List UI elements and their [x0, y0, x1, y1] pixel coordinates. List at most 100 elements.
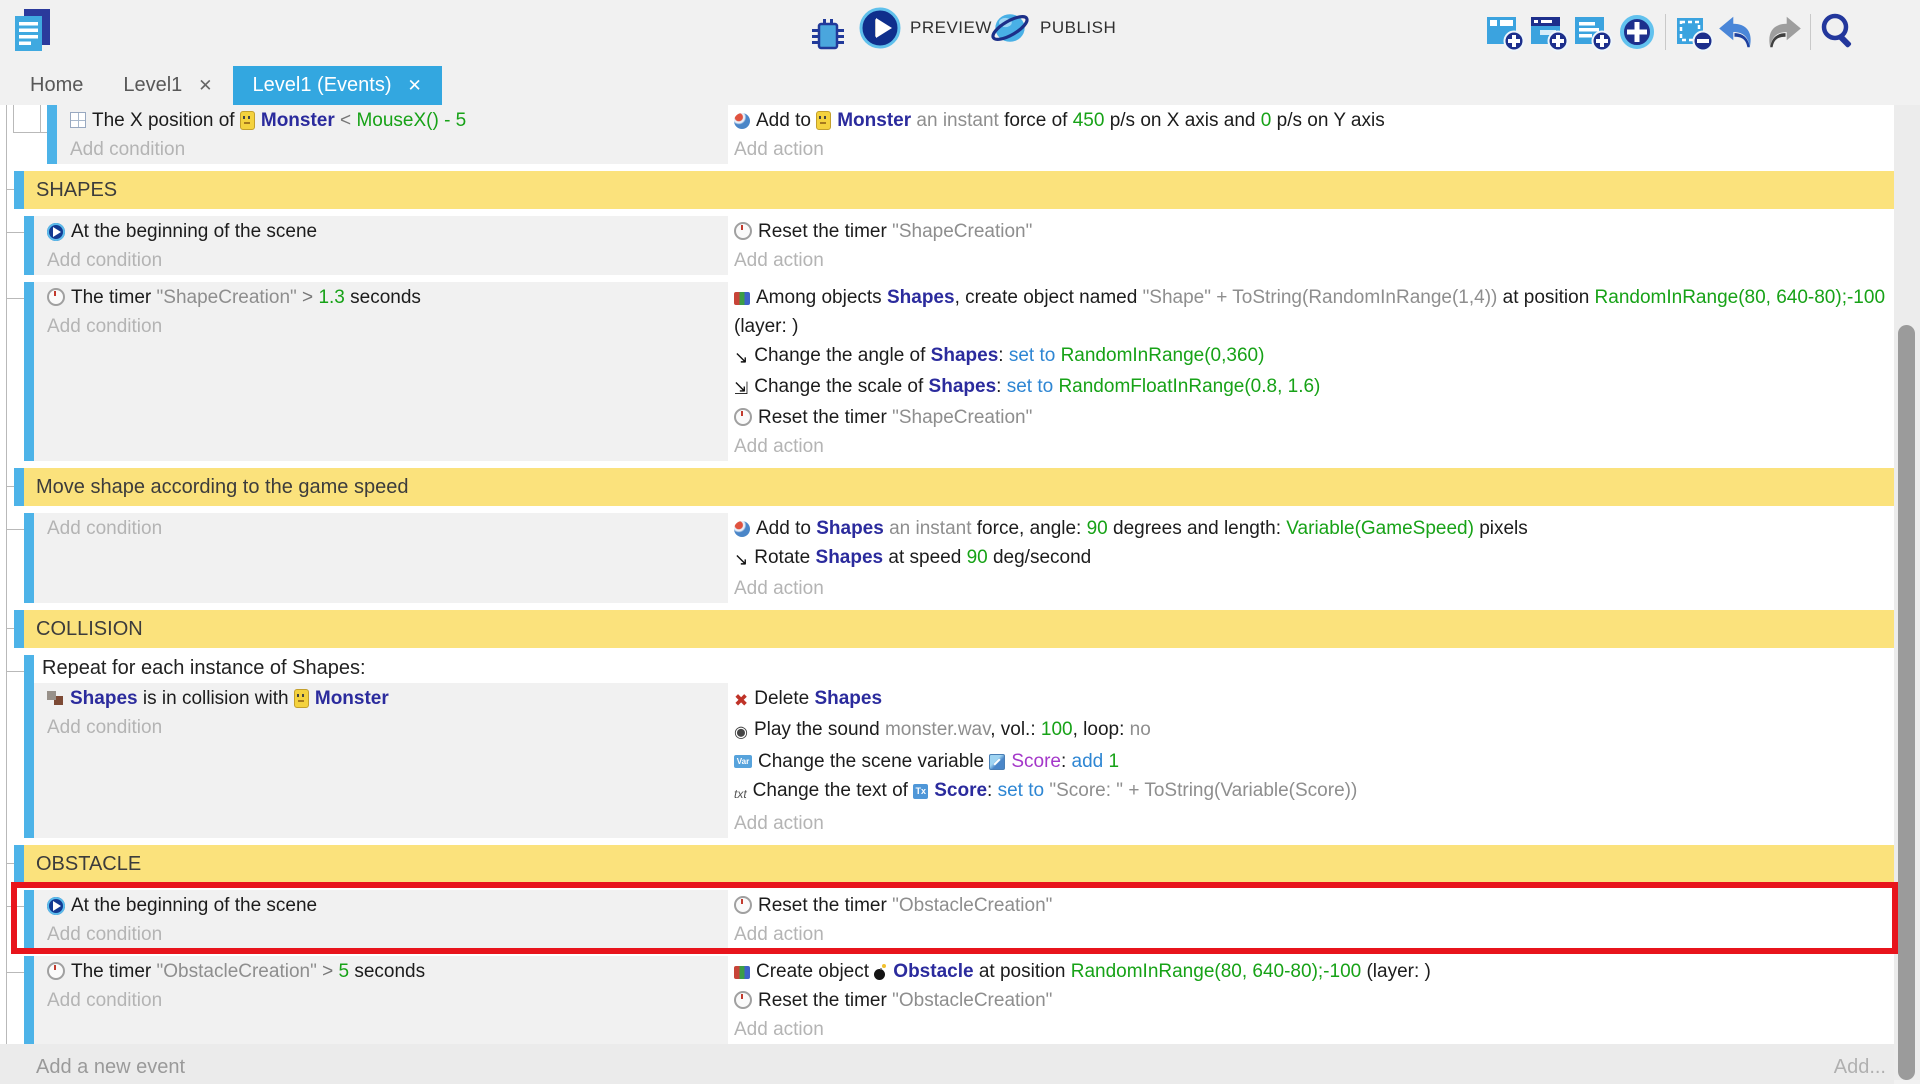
- instruction-text: force, angle:: [977, 518, 1087, 539]
- event-bar[interactable]: [24, 890, 34, 949]
- action-instruction[interactable]: Reset the timer "ShapeCreation": [728, 217, 1894, 246]
- add-action-placeholder[interactable]: Add action: [728, 135, 1894, 164]
- action-instruction[interactable]: Reset the timer "ObstacleCreation": [728, 986, 1894, 1015]
- group-header[interactable]: SHAPES: [14, 171, 1894, 209]
- add-condition-placeholder[interactable]: Add condition: [34, 514, 728, 543]
- event-bar[interactable]: [14, 845, 24, 883]
- add-subevent-icon[interactable]: [1527, 10, 1571, 54]
- event-bar[interactable]: [24, 282, 34, 461]
- instruction-text: Monster: [315, 688, 389, 709]
- add-more-button[interactable]: Add...: [1834, 1056, 1886, 1079]
- add-comment-icon[interactable]: [1571, 10, 1615, 54]
- event-bar[interactable]: [14, 468, 24, 506]
- condition-instruction[interactable]: At the beginning of the scene: [34, 217, 728, 246]
- event-row[interactable]: The timer "ObstacleCreation" > 5 seconds…: [24, 956, 1894, 1044]
- group-header[interactable]: OBSTACLE: [14, 845, 1894, 883]
- event-bar[interactable]: [24, 513, 34, 603]
- condition-instruction[interactable]: At the beginning of the scene: [34, 891, 728, 920]
- vertical-scrollbar-thumb[interactable]: [1898, 325, 1915, 1080]
- add-event-icon[interactable]: [1483, 10, 1527, 54]
- add-action-placeholder[interactable]: Add action: [728, 809, 1894, 838]
- add-new-event-button[interactable]: Add a new event: [36, 1056, 185, 1079]
- add-circle-icon[interactable]: [1615, 10, 1659, 54]
- event-bar[interactable]: [24, 956, 34, 1044]
- event-bar[interactable]: [14, 171, 24, 209]
- event-row[interactable]: Repeat for each instance of Shapes:Shape…: [24, 655, 1894, 838]
- conditions-column[interactable]: The timer "ObstacleCreation" > 5 seconds…: [34, 956, 728, 1044]
- group-label: Move shape according to the game speed: [24, 468, 1894, 506]
- add-action-placeholder[interactable]: Add action: [728, 920, 1894, 949]
- tab-level1-events[interactable]: Level1 (Events) ✕: [233, 66, 442, 105]
- add-action-placeholder[interactable]: Add action: [728, 246, 1894, 275]
- action-instruction[interactable]: Rotate Shapes at speed 90 deg/second: [728, 543, 1894, 574]
- publish-globe-icon[interactable]: [988, 6, 1032, 50]
- add-condition-placeholder[interactable]: Add condition: [34, 986, 728, 1015]
- action-instruction[interactable]: Change the scale of Shapes: set to Rando…: [728, 372, 1894, 403]
- tab-level1[interactable]: Level1 ✕: [103, 66, 232, 105]
- condition-instruction[interactable]: The timer "ShapeCreation" > 1.3 seconds: [34, 283, 728, 312]
- action-instruction[interactable]: Change the angle of Shapes: set to Rando…: [728, 341, 1894, 372]
- textbadge-icon: [913, 784, 928, 799]
- conditions-column[interactable]: Add condition: [34, 513, 728, 603]
- close-icon[interactable]: ✕: [198, 76, 212, 96]
- condition-instruction[interactable]: The timer "ObstacleCreation" > 5 seconds: [34, 957, 728, 986]
- redo-icon[interactable]: [1760, 10, 1804, 54]
- condition-instruction[interactable]: Shapes is in collision with Monster: [34, 684, 728, 713]
- actions-column[interactable]: Add to Shapes an instant force, angle: 9…: [728, 513, 1894, 603]
- undo-icon[interactable]: [1716, 10, 1760, 54]
- group-header[interactable]: COLLISION: [14, 610, 1894, 648]
- actions-column[interactable]: Delete ShapesPlay the sound monster.wav,…: [728, 683, 1894, 838]
- remove-selection-icon[interactable]: [1672, 10, 1716, 54]
- add-action-placeholder[interactable]: Add action: [728, 574, 1894, 603]
- action-instruction[interactable]: Add to Monster an instant force of 450 p…: [728, 106, 1894, 135]
- event-bar[interactable]: [24, 216, 34, 275]
- preview-play-icon[interactable]: [858, 6, 902, 50]
- action-instruction[interactable]: Create object Obstacle at position Rando…: [728, 957, 1894, 986]
- actions-column[interactable]: Add to Monster an instant force of 450 p…: [728, 105, 1894, 164]
- condition-instruction[interactable]: The X position of Monster < MouseX() - 5: [57, 106, 728, 135]
- action-instruction[interactable]: Change the text of Score: set to "Score:…: [728, 776, 1894, 809]
- action-instruction[interactable]: Reset the timer "ObstacleCreation": [728, 891, 1894, 920]
- add-condition-placeholder[interactable]: Add condition: [34, 920, 728, 949]
- add-condition-placeholder[interactable]: Add condition: [57, 135, 728, 164]
- actions-column[interactable]: Among objects Shapes, create object name…: [728, 282, 1894, 461]
- action-instruction[interactable]: Change the scene variable Score: add 1: [728, 747, 1894, 776]
- publish-label[interactable]: PUBLISH: [1040, 18, 1116, 38]
- event-bar[interactable]: [24, 655, 34, 838]
- action-instruction[interactable]: Among objects Shapes, create object name…: [728, 283, 1894, 341]
- action-instruction[interactable]: Play the sound monster.wav, vol.: 100, l…: [728, 715, 1894, 747]
- add-condition-placeholder[interactable]: Add condition: [34, 312, 728, 341]
- debug-icon[interactable]: [806, 14, 850, 58]
- add-condition-placeholder[interactable]: Add condition: [34, 713, 728, 742]
- tab-home[interactable]: Home: [10, 66, 103, 105]
- foreach-header[interactable]: Repeat for each instance of Shapes:: [34, 655, 1894, 683]
- group-header[interactable]: Move shape according to the game speed: [14, 468, 1894, 506]
- add-condition-placeholder[interactable]: Add condition: [34, 246, 728, 275]
- event-row[interactable]: The X position of Monster < MouseX() - 5…: [47, 105, 1894, 164]
- preview-label[interactable]: PREVIEW: [910, 18, 992, 38]
- action-instruction[interactable]: Reset the timer "ShapeCreation": [728, 403, 1894, 432]
- vertical-scrollbar-track[interactable]: [1894, 105, 1920, 1080]
- close-icon[interactable]: ✕: [408, 76, 422, 96]
- actions-column[interactable]: Reset the timer "ObstacleCreation"Add ac…: [728, 890, 1894, 949]
- actions-column[interactable]: Reset the timer "ShapeCreation"Add actio…: [728, 216, 1894, 275]
- event-bar[interactable]: [14, 610, 24, 648]
- add-action-placeholder[interactable]: Add action: [728, 1015, 1894, 1044]
- add-action-placeholder[interactable]: Add action: [728, 432, 1894, 461]
- actions-column[interactable]: Create object Obstacle at position Rando…: [728, 956, 1894, 1044]
- project-manager-icon[interactable]: [10, 8, 54, 52]
- action-instruction[interactable]: Delete Shapes: [728, 684, 1894, 715]
- action-instruction[interactable]: Add to Shapes an instant force, angle: 9…: [728, 514, 1894, 543]
- instruction-text: deg/second: [988, 547, 1092, 568]
- conditions-column[interactable]: The X position of Monster < MouseX() - 5…: [57, 105, 728, 164]
- search-icon[interactable]: [1817, 10, 1861, 54]
- event-bar[interactable]: [47, 105, 57, 164]
